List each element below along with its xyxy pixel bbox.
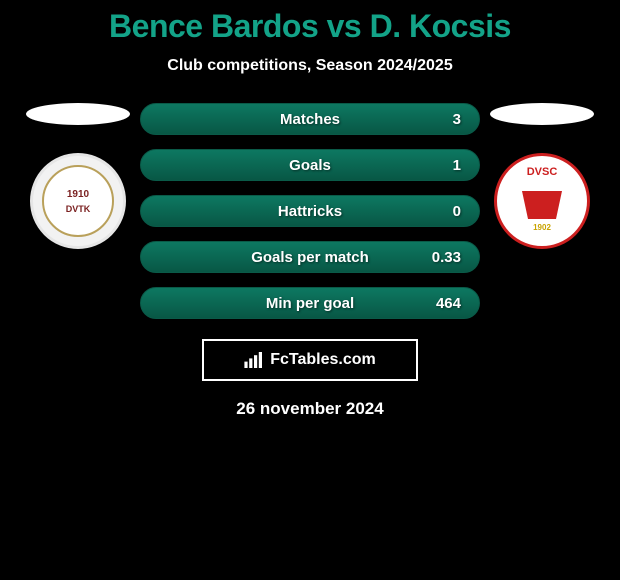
stat-label: Matches [280, 111, 340, 128]
stats-list: Matches 3 Goals 1 Hattricks 0 Goals per … [140, 103, 480, 319]
badge-text: DVSC [527, 166, 558, 178]
right-club-badge: DVSC 1902 [494, 153, 590, 249]
stat-label: Goals [289, 157, 331, 174]
footer-date: 26 november 2024 [0, 399, 620, 419]
bar-chart-icon [244, 352, 264, 368]
stat-label: Min per goal [266, 295, 354, 312]
stat-row-mpg: Min per goal 464 [140, 287, 480, 319]
dvsc-badge-inner: DVSC 1902 [497, 156, 587, 246]
badge-shield-icon [522, 191, 562, 219]
left-club-badge: 1910 DVTK [30, 153, 126, 249]
stat-row-hattricks: Hattricks 0 [140, 195, 480, 227]
content-row: 1910 DVTK Matches 3 Goals 1 Hattricks 0 … [0, 103, 620, 319]
stat-label: Hattricks [278, 203, 342, 220]
stat-row-matches: Matches 3 [140, 103, 480, 135]
left-player-column: 1910 DVTK [26, 103, 130, 249]
stat-value: 1 [453, 157, 461, 174]
stat-value: 0.33 [432, 249, 461, 266]
page-title: Bence Bardos vs D. Kocsis [0, 8, 620, 45]
stat-value: 464 [436, 295, 461, 312]
badge-year: 1910 [67, 189, 89, 200]
right-player-column: DVSC 1902 [490, 103, 594, 249]
stat-row-gpm: Goals per match 0.33 [140, 241, 480, 273]
player-avatar-placeholder [490, 103, 594, 125]
badge-text: DVTK [66, 204, 91, 214]
dvtk-badge-inner: 1910 DVTK [42, 165, 114, 237]
stat-value: 3 [453, 111, 461, 128]
stat-label: Goals per match [251, 249, 369, 266]
badge-year: 1902 [533, 223, 551, 232]
fctables-logo: FcTables.com [202, 339, 418, 381]
stat-row-goals: Goals 1 [140, 149, 480, 181]
page-subtitle: Club competitions, Season 2024/2025 [0, 57, 620, 75]
comparison-card: Bence Bardos vs D. Kocsis Club competiti… [0, 0, 620, 419]
stat-value: 0 [453, 203, 461, 220]
player-avatar-placeholder [26, 103, 130, 125]
logo-text: FcTables.com [270, 351, 376, 369]
